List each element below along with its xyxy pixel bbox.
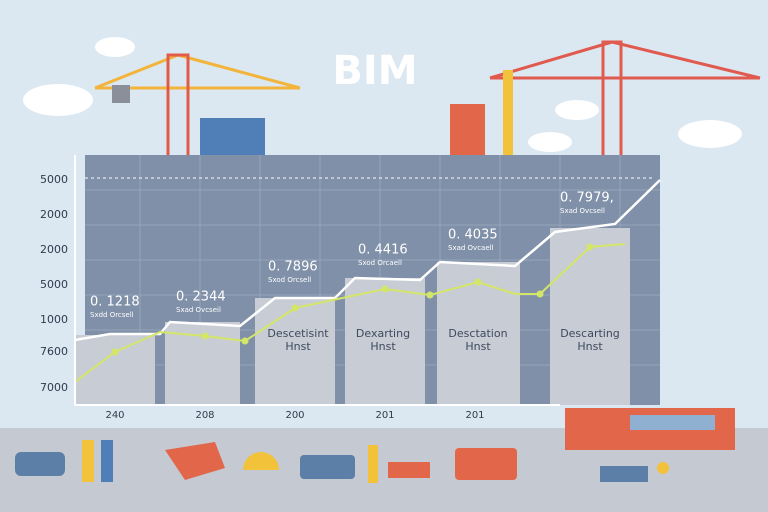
annotation-value: 0. 4416: [358, 243, 408, 258]
y-label: 2000: [40, 243, 68, 256]
crane-small: [503, 70, 513, 155]
bar-sublabel: Hnst: [370, 340, 396, 353]
columns: [75, 228, 630, 405]
x-label: 201: [465, 410, 484, 421]
annotation-caption: Sxad Ovcaell: [448, 244, 494, 252]
bar-label: Dexarting: [356, 327, 410, 340]
y-label: 1000: [40, 313, 68, 326]
bar-sublabel: Hnst: [285, 340, 311, 353]
y-label: 7600: [40, 345, 68, 358]
y-label: 2000: [40, 208, 68, 221]
building: [450, 104, 485, 155]
x-label: 201: [375, 410, 394, 421]
building: [200, 118, 265, 155]
bar-sublabel: Hnst: [465, 340, 491, 353]
bar-label: Descetisint: [267, 327, 329, 340]
x-label: 200: [285, 410, 304, 421]
annotation-value: 0. 7979,: [560, 191, 614, 206]
title: BIM: [332, 48, 417, 94]
points: [111, 243, 594, 356]
bar-label: Desctation: [448, 327, 507, 340]
y-label: 7000: [40, 381, 68, 394]
window: [630, 415, 715, 430]
annotation-value: 0. 7896: [268, 260, 318, 275]
bar-label: Descarting: [560, 327, 620, 340]
clouds: [23, 37, 742, 152]
annotation-caption: Sxdd Orcsell: [90, 311, 134, 319]
annotation-caption: Sxad Ovcsell: [560, 207, 605, 215]
y-label: 5000: [40, 173, 68, 186]
annotation-caption: Sxod Orcsell: [268, 276, 311, 284]
x-label: 208: [195, 410, 214, 421]
annotation-caption: Sxod Orcaell: [358, 259, 402, 267]
counterweight: [112, 85, 130, 103]
annotation-value: 0. 2344: [176, 290, 226, 305]
vehicles: [15, 440, 669, 483]
x-label: 240: [105, 410, 124, 421]
bar-sublabel: Hnst: [577, 340, 603, 353]
annotation-value: 0. 1218: [90, 295, 140, 310]
annotation-value: 0. 4035: [448, 228, 498, 243]
y-label: 5000: [40, 278, 68, 291]
annotation-caption: Sxad Ovcseil: [176, 306, 221, 314]
